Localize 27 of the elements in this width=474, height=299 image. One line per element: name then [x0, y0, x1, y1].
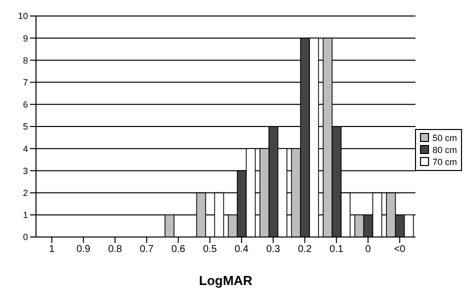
x-tick-label: 0.9 — [76, 244, 91, 256]
x-tick-label: 0 — [365, 244, 372, 256]
x-tick-label: 0.5 — [202, 244, 218, 256]
x-tick-label: 0.3 — [266, 244, 281, 256]
y-tick-label: 0 — [22, 232, 28, 242]
legend-label: 50 cm — [432, 132, 457, 144]
y-tick-label: 8 — [22, 55, 28, 66]
y-tick-label: 5 — [22, 122, 28, 132]
x-tick-label: 0.7 — [140, 244, 154, 256]
y-tick-label: 1 — [22, 210, 28, 220]
x-tick-label: <0 — [394, 244, 406, 256]
y-tick-label: 9 — [22, 33, 28, 44]
x-tick-label: 0.2 — [298, 244, 312, 256]
x-tick-label: 0.1 — [329, 244, 344, 256]
y-tick-label: 7 — [22, 77, 28, 88]
x-tick-label: 0.6 — [171, 244, 186, 256]
y-tick-label: 2 — [22, 188, 28, 198]
y-tick-label: 6 — [22, 100, 28, 110]
y-tick-label: 10 — [18, 11, 28, 22]
legend-label: 70 cm — [432, 156, 457, 168]
x-axis-title: LogMAR — [199, 273, 254, 288]
x-tick-label: 0.4 — [234, 244, 249, 256]
y-tick-label: 4 — [22, 144, 28, 154]
x-tick-label: 0.8 — [108, 244, 122, 256]
y-tick-label: 3 — [22, 166, 28, 176]
legend-label: 80 cm — [432, 144, 457, 156]
x-tick-label: 1 — [49, 244, 56, 256]
